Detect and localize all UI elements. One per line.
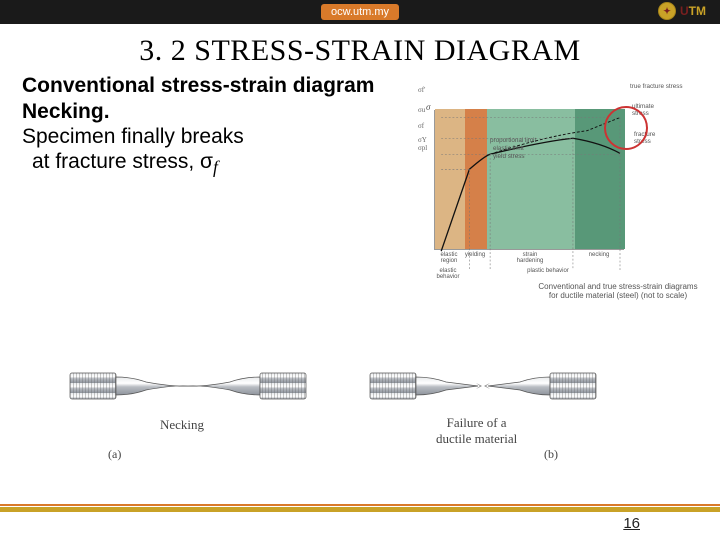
lbl-region-yield: yielding <box>464 252 486 258</box>
lbl-region-elastic: elastic region <box>434 252 464 265</box>
specimen-a <box>70 373 306 399</box>
tick-su: σu <box>418 106 425 114</box>
callout-elastic-limit: elastic limit <box>493 146 524 153</box>
conventional-curve <box>441 138 620 251</box>
tick-sy: σY <box>418 136 427 144</box>
y-axis-sigma: σ <box>426 102 430 112</box>
specimen-b-tag: (b) <box>544 447 558 462</box>
logo-icon: ✦ <box>658 2 676 20</box>
specimen-a-tag: (a) <box>108 447 121 462</box>
site-label: ocw.utm.my <box>321 4 399 20</box>
lbl-bracket-plastic: plastic behavior <box>498 268 598 274</box>
tick-sfprime: σf' <box>418 86 425 94</box>
footer-rule-1 <box>0 504 720 506</box>
lbl-bracket-elastic: elastic behavior <box>428 268 468 281</box>
page-title: 3. 2 STRESS-STRAIN DIAGRAM <box>0 34 720 68</box>
callout-true-fracture: true fracture stress <box>630 84 683 91</box>
page-number: 16 <box>623 515 640 532</box>
tick-sf: σf <box>418 122 424 130</box>
specimen-b-label: Failure of a ductile material <box>436 415 517 447</box>
tick-spl: σpl <box>418 144 427 152</box>
topbar: ocw.utm.my ✦ UTM <box>0 0 720 24</box>
lbl-region-neck: necking <box>574 252 624 258</box>
footer-rule-2 <box>0 507 720 512</box>
stress-strain-chart: σ σf' σu σf σY σpl elastic region yieldi… <box>398 102 696 288</box>
specimen-b <box>370 373 596 399</box>
circle-highlight <box>604 106 648 150</box>
subtitle: Conventional stress-strain diagram <box>22 74 698 98</box>
lbl-region-strain: strain hardening <box>486 252 574 265</box>
callout-prop-limit: proportional limit <box>490 138 536 145</box>
chart-axes <box>434 110 624 250</box>
callout-yield-stress: yield stress <box>493 154 525 161</box>
specimens-row: Necking (a) Failure of a ductile materia… <box>0 355 720 495</box>
logo-text: UTM <box>680 4 706 18</box>
logo: ✦ UTM <box>658 2 706 20</box>
specimen-a-label: Necking <box>160 417 204 433</box>
chart-caption: Conventional and true stress-strain diag… <box>518 282 718 300</box>
